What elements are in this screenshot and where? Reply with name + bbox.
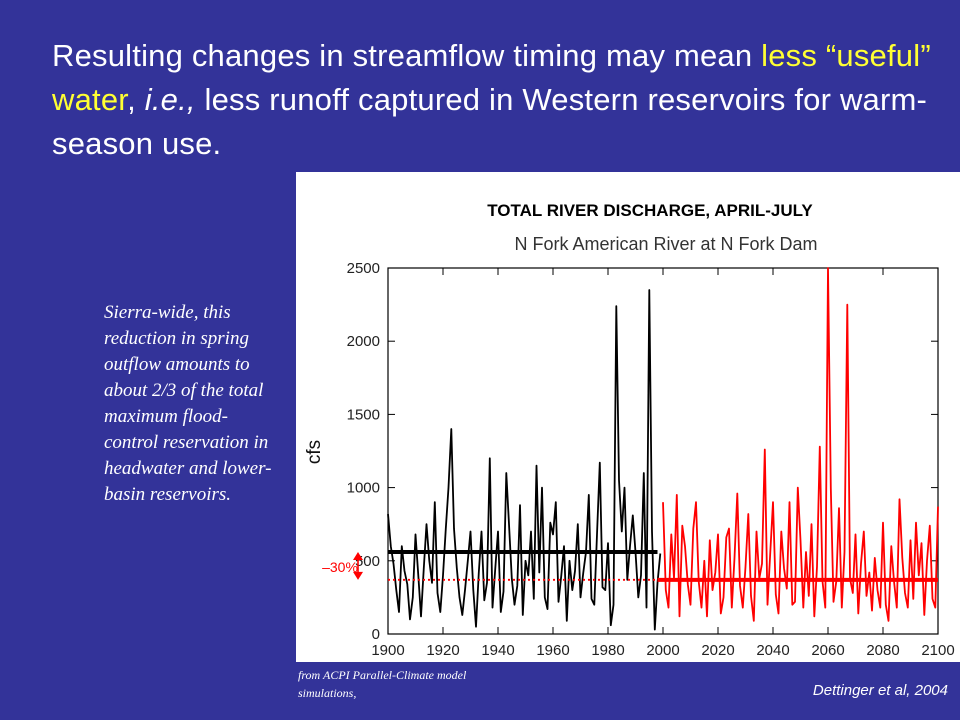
y-axis-label: cfs (304, 440, 325, 464)
y-tick-label: 1500 (347, 406, 380, 423)
title-highlight: less “useful” water (52, 38, 931, 117)
axes: 1900 1920 1940 1960 1980 2000 2020 2040 2060 2080… (347, 260, 955, 659)
discharge-chart: TOTAL RIVER DISCHARGE, APRIL-JULY N Fork… (304, 201, 955, 659)
x-tick-label: 1900 (371, 642, 404, 659)
change-annotation: –30% (322, 559, 358, 575)
x-tick-label: 2100 (921, 642, 954, 659)
title-part-2: , (127, 82, 145, 117)
source-credit: from ACPI Parallel-Climate model simulat… (298, 668, 467, 700)
x-tick-label: 1960 (536, 642, 569, 659)
change-arrow-head-down (353, 571, 363, 580)
citation: Dettinger et al, 2004 (812, 682, 948, 699)
x-tick-label: 1940 (481, 642, 514, 659)
projected-series-line (662, 267, 939, 622)
slide-title: Resulting changes in streamflow timing m… (52, 34, 932, 166)
y-tick-label: 0 (372, 626, 380, 643)
y-tick-label: 2000 (347, 333, 380, 350)
x-tick-label: 1980 (591, 642, 624, 659)
chart-title: TOTAL RIVER DISCHARGE, APRIL-JULY (487, 201, 813, 220)
historical-series-line (387, 289, 662, 631)
title-part-1: Resulting changes in streamflow timing m… (52, 38, 762, 73)
x-tick-label: 2020 (701, 642, 734, 659)
y-tick-label: 1000 (347, 480, 380, 497)
y-tick-label: 500 (355, 553, 380, 570)
title-ie: i.e., (144, 82, 196, 117)
plot-area (353, 267, 939, 631)
x-tick-label: 2040 (756, 642, 789, 659)
x-tick-label: 1920 (426, 642, 459, 659)
chart-panel: TOTAL RIVER DISCHARGE, APRIL-JULY N Fork… (296, 172, 960, 662)
x-tick-label: 2060 (811, 642, 844, 659)
chart-subtitle: N Fork American River at N Fork Dam (514, 234, 817, 254)
title-part-3: less runoff captured in Western reservoi… (52, 82, 928, 161)
x-tick-label: 2080 (866, 642, 899, 659)
side-note: Sierra-wide, this reduction in spring ou… (104, 302, 272, 505)
change-arrow-head-up (353, 552, 363, 561)
x-tick-label: 2000 (646, 642, 679, 659)
y-tick-label: 2500 (347, 260, 380, 277)
